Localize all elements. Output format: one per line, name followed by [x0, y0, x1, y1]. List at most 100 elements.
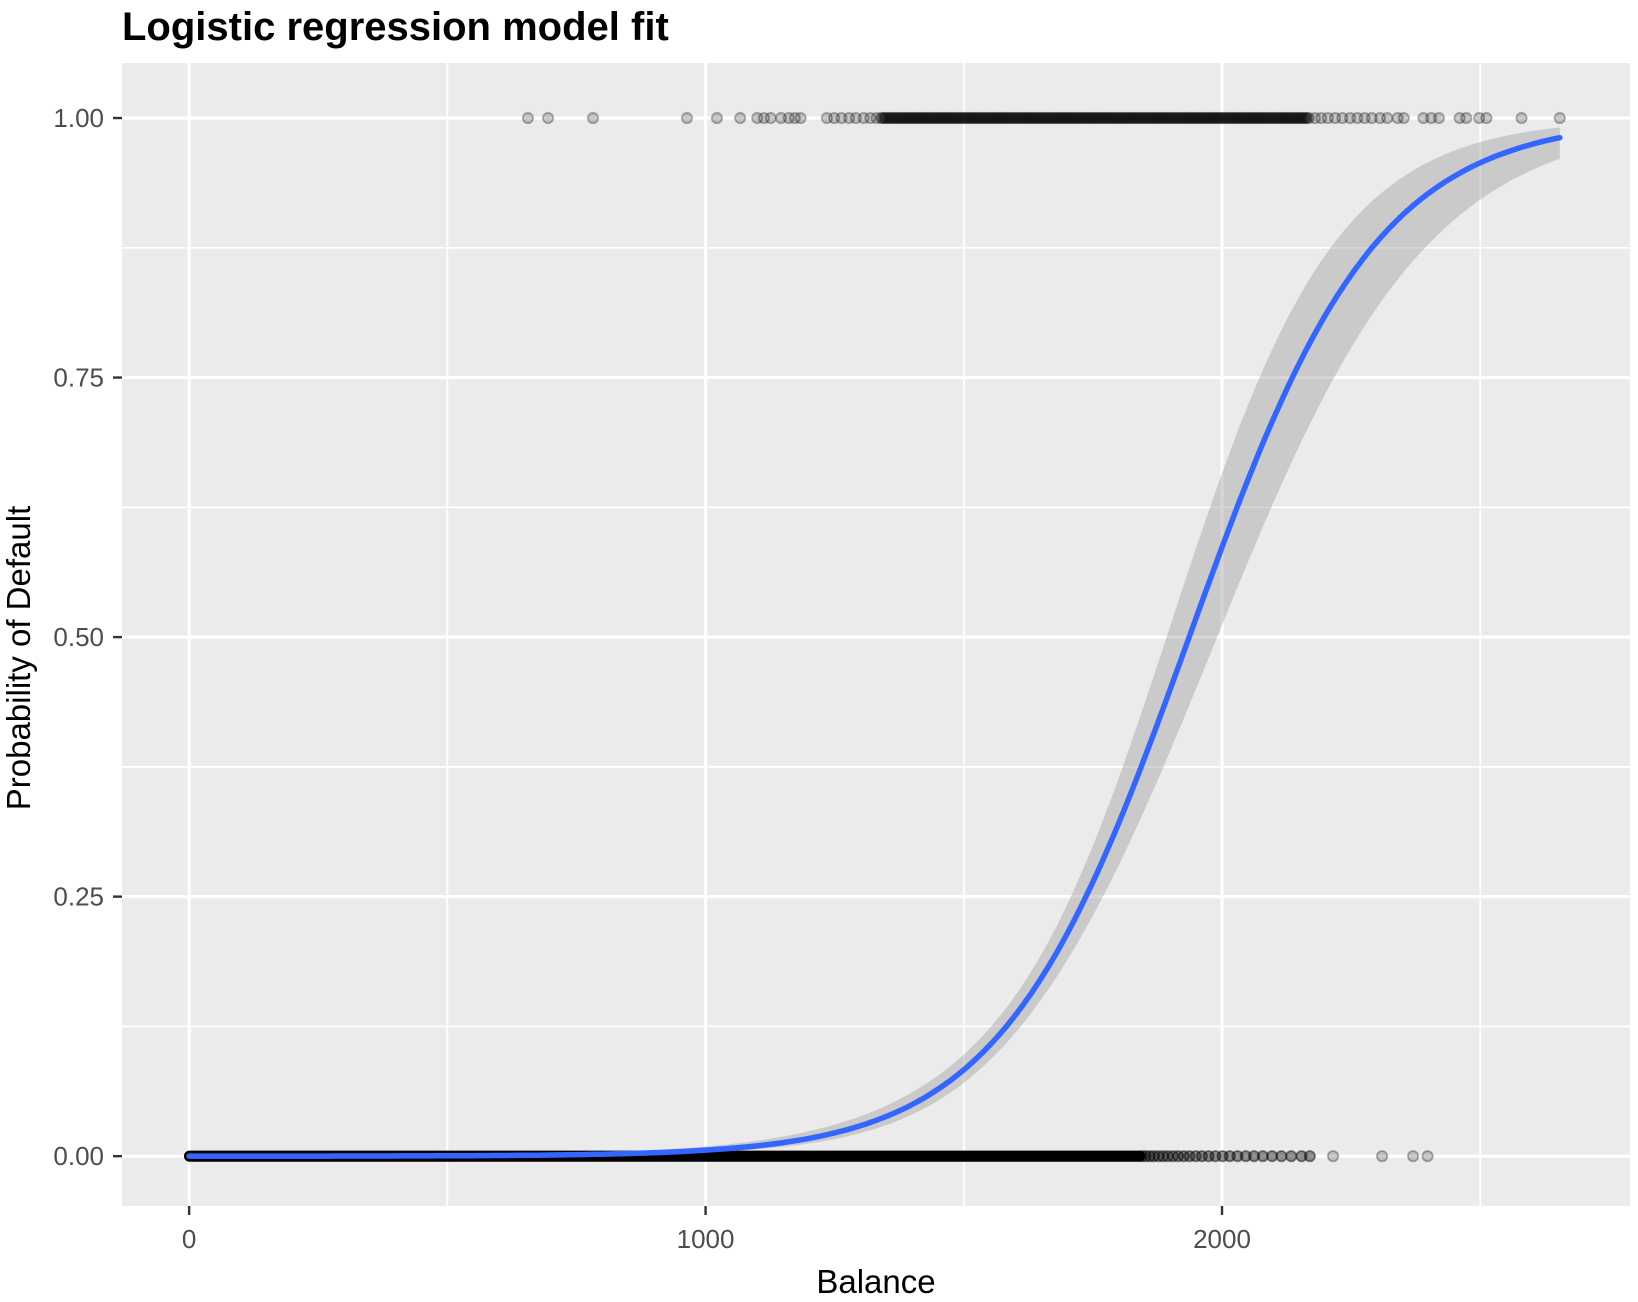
no-default-point — [1147, 1150, 1160, 1163]
default-point — [976, 111, 989, 125]
default-point — [1232, 111, 1245, 125]
default-point — [1106, 111, 1119, 125]
default-point — [984, 111, 997, 125]
default-point — [1102, 111, 1115, 125]
default-point — [988, 111, 1001, 125]
default-point — [1199, 111, 1212, 125]
default-point — [1069, 111, 1082, 125]
default-point — [1147, 111, 1160, 125]
default-point — [1460, 111, 1473, 125]
default-point — [1073, 111, 1086, 125]
panel-background — [122, 63, 1630, 1206]
no-default-point — [1303, 1150, 1316, 1163]
no-default-point — [1239, 1150, 1252, 1163]
default-point — [1480, 111, 1493, 125]
default-point — [1044, 111, 1057, 125]
default-point — [916, 111, 929, 125]
default-point — [1336, 111, 1349, 125]
default-point — [1300, 111, 1313, 125]
default-point — [918, 111, 931, 125]
default-point — [1273, 111, 1286, 125]
default-point — [1417, 111, 1430, 125]
default-point — [1271, 111, 1284, 125]
default-point — [1365, 111, 1378, 125]
default-point — [1391, 111, 1404, 125]
default-point — [1019, 111, 1032, 125]
default-point — [1211, 111, 1224, 125]
default-point — [901, 111, 915, 125]
default-point — [757, 111, 771, 125]
default-point — [961, 111, 975, 125]
default-point — [1292, 111, 1305, 125]
default-point — [1191, 111, 1204, 125]
default-point — [1294, 111, 1307, 125]
default-point — [1238, 111, 1251, 125]
default-point — [1056, 111, 1070, 125]
default-point — [1205, 111, 1218, 125]
default-point — [978, 111, 991, 125]
default-point — [1042, 111, 1055, 125]
default-point — [1104, 111, 1117, 125]
default-point — [1100, 111, 1113, 125]
default-point — [849, 111, 862, 125]
default-point — [1139, 111, 1152, 125]
default-point — [926, 111, 939, 125]
default-point — [972, 111, 985, 125]
default-point — [1197, 111, 1210, 125]
default-point — [1253, 111, 1266, 125]
default-point — [1217, 111, 1231, 125]
default-point — [879, 111, 892, 125]
default-point — [788, 111, 802, 125]
default-point — [897, 111, 910, 125]
no-default-point — [1326, 1150, 1340, 1163]
default-point — [1143, 111, 1156, 125]
default-point — [1034, 111, 1047, 125]
default-point — [1178, 111, 1191, 125]
default-point — [1203, 111, 1216, 125]
default-point — [1453, 111, 1466, 125]
default-point — [990, 111, 1003, 125]
no-default-point — [1189, 1150, 1202, 1163]
no-default-point — [1406, 1150, 1420, 1163]
no-default-point — [1295, 1150, 1308, 1163]
default-point — [1248, 111, 1262, 125]
default-point — [1168, 111, 1181, 125]
default-point — [1242, 111, 1255, 125]
default-point — [1189, 111, 1202, 125]
no-default-point — [1421, 1150, 1434, 1163]
default-point — [1515, 111, 1528, 125]
default-point — [1277, 111, 1291, 125]
default-point — [1215, 111, 1229, 125]
default-point — [957, 111, 970, 125]
default-point — [937, 111, 950, 125]
default-point — [1021, 111, 1034, 125]
x-tick-label: 2000 — [1193, 1224, 1251, 1254]
default-point — [1098, 111, 1111, 125]
default-point — [1255, 111, 1268, 125]
no-default-point — [1216, 1150, 1229, 1163]
default-point — [994, 111, 1008, 125]
default-point — [1005, 111, 1018, 125]
no-default-point — [1275, 1150, 1288, 1163]
default-point — [992, 111, 1006, 125]
default-point — [1193, 111, 1206, 125]
default-point — [1351, 111, 1364, 125]
default-point — [1432, 111, 1446, 125]
default-point — [920, 111, 933, 125]
plot-title: Logistic regression model fit — [122, 5, 669, 49]
fit-line-layer — [186, 134, 1563, 1159]
default-point — [1381, 111, 1394, 125]
default-point — [1182, 111, 1196, 125]
no-default-point — [1256, 1150, 1269, 1163]
default-point — [1001, 111, 1014, 125]
no-default-point — [1231, 1150, 1244, 1163]
default-point — [1162, 111, 1175, 125]
default-point — [1176, 111, 1189, 125]
default-point — [1156, 111, 1169, 125]
default-point — [1067, 111, 1080, 125]
default-point — [924, 111, 937, 125]
default-point — [1145, 111, 1158, 125]
default-point — [1087, 111, 1101, 125]
default-point — [914, 111, 927, 125]
